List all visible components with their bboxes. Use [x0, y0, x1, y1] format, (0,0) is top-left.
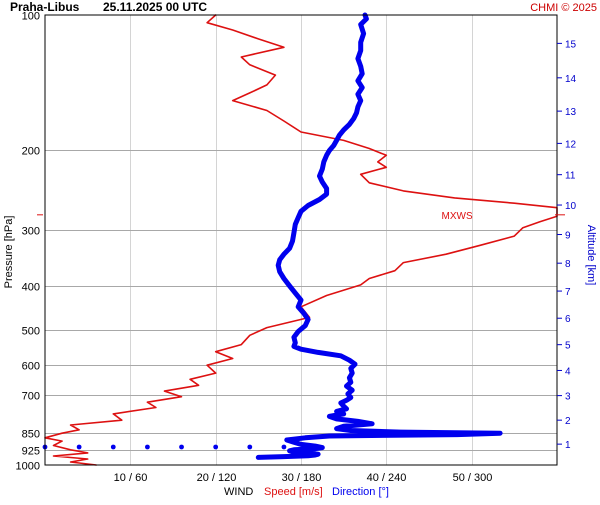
copyright-label: CHMI © 2025 — [530, 2, 597, 14]
x-axis-label-direction: Direction [°] — [332, 486, 389, 498]
altitude-tick-label: 7 — [565, 287, 571, 298]
pressure-tick-label: 500 — [22, 326, 40, 338]
y-left-axis-label: Pressure [hPa] — [3, 216, 15, 289]
surface-wind-dot — [179, 444, 184, 450]
altitude-tick-label: 4 — [565, 366, 571, 377]
pressure-tick-label: 300 — [22, 226, 40, 238]
x-axis-label-speed: Speed [m/s] — [264, 486, 323, 498]
altitude-tick-label: 15 — [565, 39, 577, 50]
x-tick-label: 30 / 180 — [282, 472, 322, 484]
altitude-tick-label: 6 — [565, 314, 571, 325]
plot-frame — [44, 14, 558, 466]
x-tick-label: 10 / 60 — [114, 472, 148, 484]
pressure-tick-label: 100 — [22, 11, 40, 23]
speed-profile-line — [44, 14, 558, 466]
direction-profile-line — [255, 12, 503, 460]
x-axis-label-wind: WIND — [224, 486, 253, 498]
surface-wind-dot — [76, 444, 82, 450]
x-tick-label: 50 / 300 — [453, 472, 493, 484]
axes: 10 / 60 20 / 120 30 / 180 40 / 240 50 / 300 1… — [16, 11, 577, 485]
chart-datetime: 25.11.2025 00 UTC — [103, 0, 207, 14]
x-tick-label: 40 / 240 — [367, 472, 407, 484]
altitude-tick-label: 14 — [565, 74, 577, 85]
altitude-tick-label: 9 — [565, 231, 571, 242]
altitude-tick-label: 2 — [565, 416, 571, 427]
altitude-tick-label: 13 — [565, 107, 577, 118]
y-right-axis-label: Altitude [km] — [585, 225, 597, 286]
grid — [45, 15, 557, 465]
pressure-tick-label: 925 — [22, 446, 40, 458]
x-tick-label: 20 / 120 — [197, 472, 237, 484]
altitude-tick-label: 8 — [565, 259, 571, 270]
surface-wind-dot — [110, 444, 116, 450]
mxws-annotation: MXWS — [442, 211, 473, 222]
surface-wind-dot — [247, 444, 253, 450]
pressure-tick-label: 850 — [22, 429, 40, 441]
altitude-tick-label: 12 — [565, 139, 577, 150]
surface-wind-dot — [145, 444, 150, 450]
pressure-tick-label: 200 — [22, 146, 40, 158]
altitude-tick-label: 1 — [565, 440, 571, 451]
series-layer — [42, 12, 558, 466]
altitude-tick-label: 3 — [565, 392, 571, 403]
pressure-tick-label: 700 — [22, 391, 40, 403]
chart-station: Praha-Libus — [10, 0, 80, 14]
altitude-tick-label: 5 — [565, 341, 571, 352]
altitude-tick-label: 10 — [565, 201, 577, 212]
surface-wind-dot — [315, 444, 321, 450]
altitude-tick-label: 11 — [565, 171, 576, 182]
surface-wind-dot — [281, 444, 287, 450]
pressure-tick-label: 400 — [22, 282, 40, 294]
surface-wind-dot — [213, 444, 219, 450]
pressure-tick-label: 1000 — [16, 461, 40, 473]
pressure-tick-label: 600 — [22, 361, 40, 373]
